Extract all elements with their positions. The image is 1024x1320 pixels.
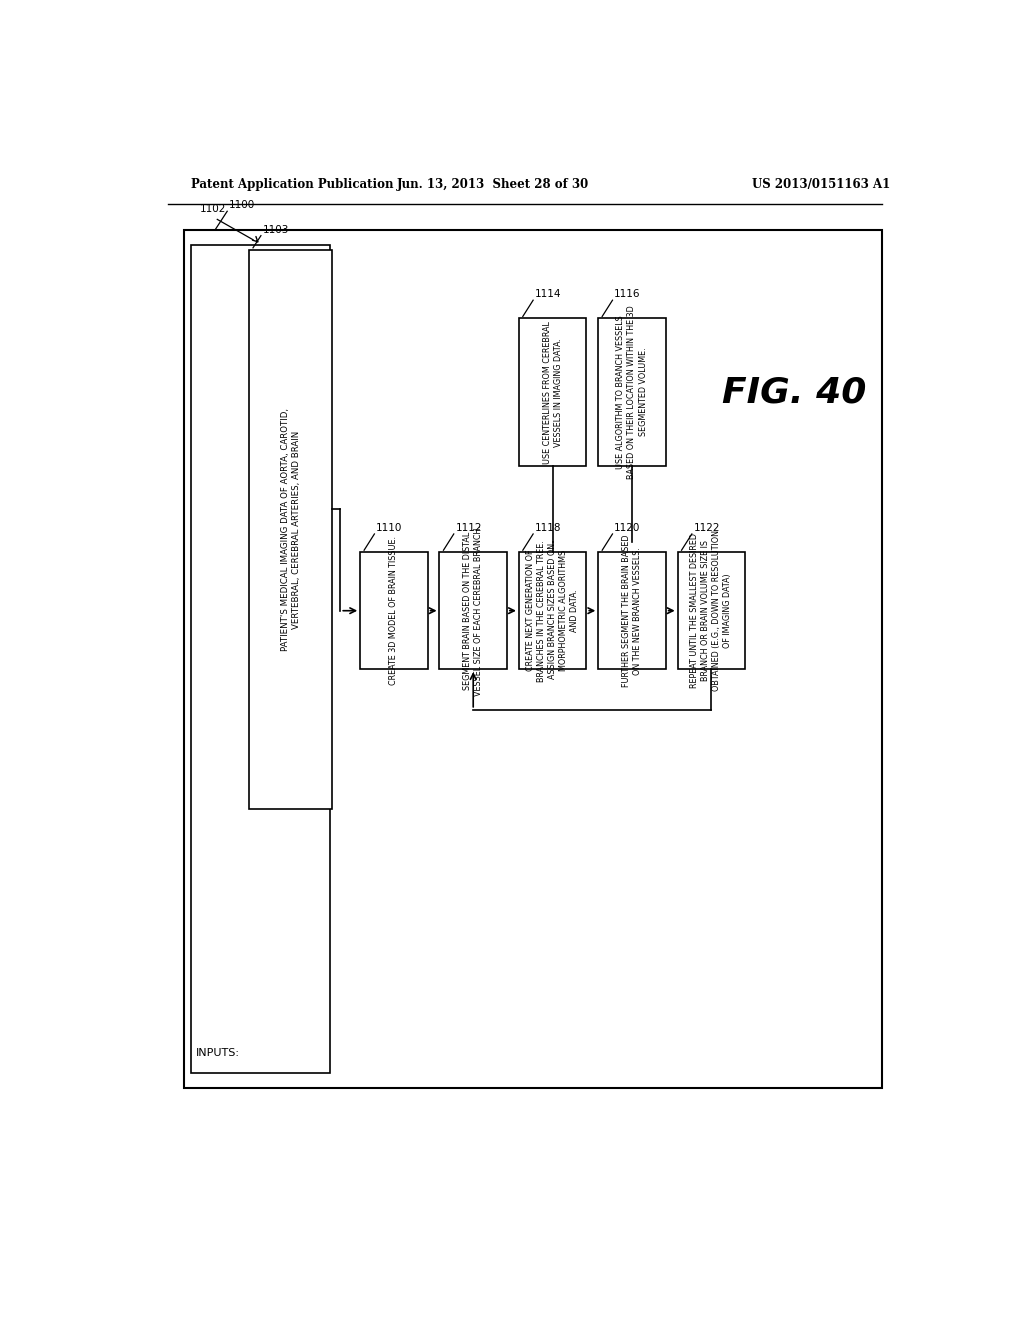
Bar	[519, 552, 587, 669]
Text: 1103: 1103	[262, 224, 289, 235]
Text: Patent Application Publication: Patent Application Publication	[191, 178, 394, 191]
Text: FIG. 40: FIG. 40	[723, 375, 866, 409]
Bar	[183, 230, 882, 1089]
Text: 1122: 1122	[693, 523, 720, 533]
Bar	[598, 318, 666, 466]
Text: INPUTS:: INPUTS:	[196, 1048, 240, 1057]
Text: 1112: 1112	[456, 523, 482, 533]
Text: US 2013/0151163 A1: US 2013/0151163 A1	[752, 178, 890, 191]
Text: PATIENT'S MEDICAL IMAGING DATA OF AORTA, CAROTID,
VERTEBRAL, CEREBRAL ARTERIES, : PATIENT'S MEDICAL IMAGING DATA OF AORTA,…	[281, 408, 301, 651]
Bar	[439, 552, 507, 669]
Text: 1110: 1110	[376, 523, 402, 533]
Bar	[678, 552, 745, 669]
Text: 1118: 1118	[535, 523, 561, 533]
Bar	[360, 552, 428, 669]
Text: 1100: 1100	[228, 201, 255, 210]
Text: Jun. 13, 2013  Sheet 28 of 30: Jun. 13, 2013 Sheet 28 of 30	[397, 178, 589, 191]
Text: CREATE NEXT GENERATION OF
BRANCHES IN THE CEREBRAL TREE.
ASSIGN BRANCH SIZES BAS: CREATE NEXT GENERATION OF BRANCHES IN TH…	[526, 540, 580, 681]
Bar	[249, 249, 333, 809]
Text: USE CENTERLINES FROM CEREBRAL
VESSELS IN IMAGING DATA.: USE CENTERLINES FROM CEREBRAL VESSELS IN…	[543, 321, 562, 463]
Text: 1102: 1102	[200, 205, 226, 214]
Bar	[519, 318, 587, 466]
Text: CREATE 3D MODEL OF BRAIN TISSUE.: CREATE 3D MODEL OF BRAIN TISSUE.	[389, 536, 398, 685]
Text: 1114: 1114	[535, 289, 561, 300]
Text: FURTHER SEGMENT THE BRAIN BASED
ON THE NEW BRANCH VESSELS.: FURTHER SEGMENT THE BRAIN BASED ON THE N…	[622, 535, 642, 686]
Text: REPEAT UNTIL THE SMALLEST DESIRED
BRANCH OR BRAIN VOLUME SIZE IS
OBTAINED (E.G.,: REPEAT UNTIL THE SMALLEST DESIRED BRANCH…	[690, 531, 732, 692]
Text: USE ALGORITHM TO BRANCH VESSELS
BASED ON THEIR LOCATION WITHIN THE 3D
SEGMENTED : USE ALGORITHM TO BRANCH VESSELS BASED ON…	[616, 305, 647, 479]
Bar	[598, 552, 666, 669]
Text: 1116: 1116	[614, 289, 641, 300]
Text: 1120: 1120	[614, 523, 640, 533]
Bar	[191, 244, 331, 1073]
Text: SEGMENT BRAIN BASED ON THE DISTAL
VESSEL SIZE OF EACH CEREBRAL BRANCH.: SEGMENT BRAIN BASED ON THE DISTAL VESSEL…	[463, 525, 483, 696]
